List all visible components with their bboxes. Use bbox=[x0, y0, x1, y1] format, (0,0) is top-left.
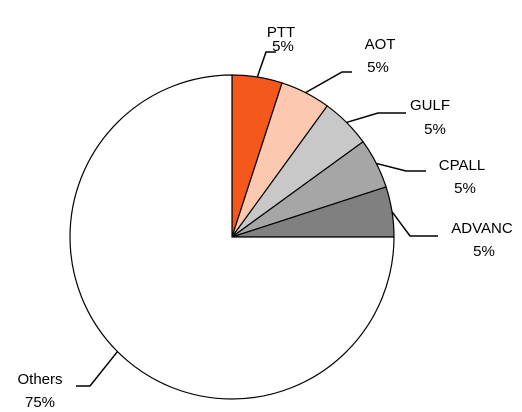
leader-line bbox=[76, 351, 119, 387]
slice-value-label: 5% bbox=[367, 59, 389, 76]
slice-label: CPALL bbox=[439, 157, 485, 174]
slice-value-label: 5% bbox=[272, 38, 294, 55]
leader-line bbox=[376, 162, 426, 172]
slice-label: Others bbox=[17, 371, 62, 388]
slice-value-label: 5% bbox=[473, 243, 495, 260]
slice-label: GULF bbox=[410, 97, 450, 114]
slice-value-label: 5% bbox=[454, 180, 476, 197]
leader-line bbox=[346, 112, 406, 124]
slice-label: ADVANC bbox=[451, 220, 513, 237]
slice-value-label: 5% bbox=[424, 121, 446, 138]
leader-line bbox=[305, 71, 352, 94]
leader-line bbox=[256, 51, 276, 78]
slice-value-label: 75% bbox=[25, 394, 55, 411]
leader-line bbox=[391, 211, 438, 237]
slice-label: AOT bbox=[365, 36, 396, 53]
slice-label: PTT bbox=[267, 24, 295, 41]
